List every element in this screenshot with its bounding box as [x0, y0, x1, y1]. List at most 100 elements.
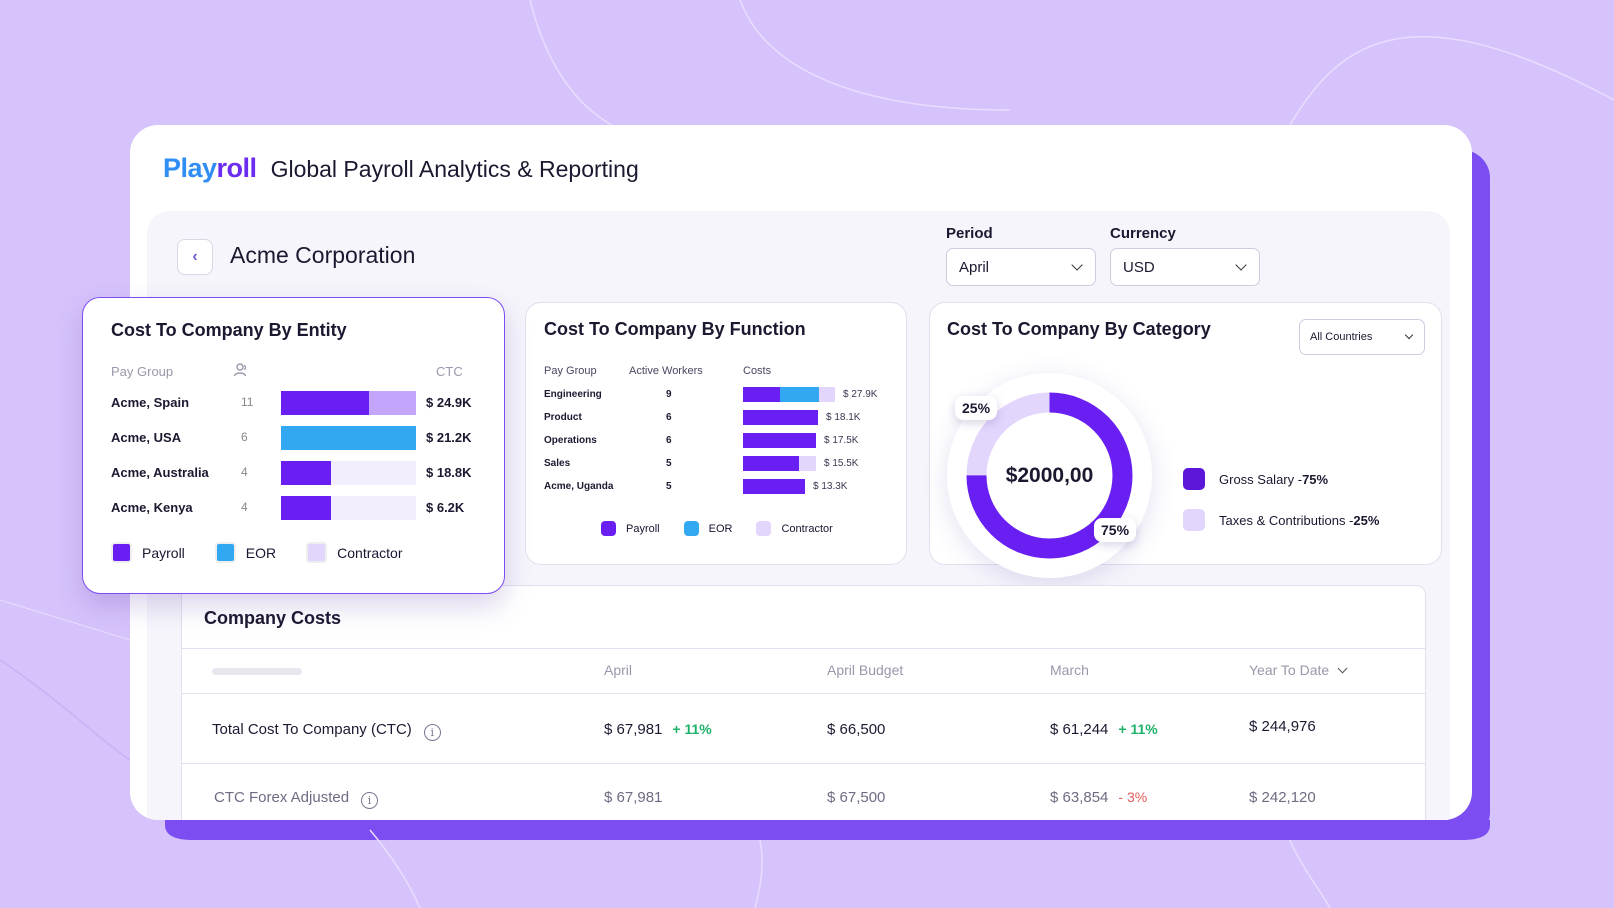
col-april-budget[interactable]: April Budget	[827, 662, 904, 678]
entity-name: Acme, Kenya	[111, 500, 193, 515]
function-row: Sales 5 $ 15.5K	[544, 454, 894, 474]
header: Playroll Global Payroll Analytics & Repo…	[163, 153, 639, 184]
function-bar	[743, 456, 837, 471]
entity-ctc: $ 18.8K	[426, 465, 472, 480]
bar-segment-payroll	[743, 387, 780, 402]
currency-select[interactable]: USD	[1110, 248, 1260, 286]
function-cost: $ 13.3K	[813, 481, 848, 492]
contractor-swatch	[306, 542, 328, 563]
function-card-title: Cost To Company By Function	[544, 319, 806, 339]
category-card-title: Cost To Company By Category	[947, 319, 1211, 339]
eor-swatch	[683, 521, 699, 536]
function-bar	[743, 479, 837, 494]
badge-taxes-pct: 25%	[955, 396, 998, 420]
cell-march: $ 61,244 + 11%	[1050, 721, 1158, 738]
eor-swatch	[214, 542, 236, 563]
bar-segment-payroll	[743, 433, 816, 448]
payroll-swatch	[111, 542, 132, 563]
info-icon[interactable]: i	[423, 724, 441, 741]
payroll-swatch	[601, 521, 616, 536]
back-button[interactable]: ‹	[177, 239, 213, 275]
row-label: Total Cost To Company (CTC) i	[212, 721, 441, 741]
function-workers: 5	[666, 458, 672, 469]
entity-card-title: Cost To Company By Entity	[111, 320, 347, 340]
col-year-to-date[interactable]: Year To Date	[1249, 662, 1348, 678]
table-header: April April Budget March Year To Date	[182, 648, 1425, 694]
col-pay-group: Pay Group	[544, 365, 597, 377]
chevron-down-icon	[1235, 259, 1247, 271]
entity-row: Acme, Australia 4 $ 18.8K	[111, 459, 481, 487]
bar-segment-payroll	[281, 391, 369, 415]
app-title: Global Payroll Analytics & Reporting	[270, 156, 639, 182]
bottom-background	[0, 820, 1614, 908]
placeholder-bar	[212, 668, 302, 675]
person-icon	[233, 362, 249, 381]
function-cost: $ 18.1K	[826, 412, 861, 423]
company-name: Acme Corporation	[230, 242, 416, 268]
cell-april: $ 67,981	[604, 789, 663, 806]
function-cost: $ 15.5K	[824, 458, 859, 469]
function-workers: 9	[666, 389, 672, 400]
countries-select[interactable]: All Countries	[1299, 319, 1425, 355]
company-costs-title: Company Costs	[204, 608, 342, 628]
entity-row: Acme, Kenya 4 $ 6.2K	[111, 494, 481, 522]
legend-item-eor: EOR	[683, 521, 732, 536]
function-cost: $ 27.9K	[843, 389, 878, 400]
donut-total: $2000,00	[1005, 463, 1094, 487]
function-workers: 6	[666, 435, 672, 446]
currency-value: USD	[1123, 258, 1155, 276]
entity-ctc: $ 21.2K	[426, 430, 472, 445]
cell-ytd: $ 242,120	[1249, 789, 1316, 806]
function-workers: 6	[666, 412, 672, 423]
cell-ytd: $ 244,976	[1249, 718, 1316, 735]
logo: Playroll	[163, 153, 257, 183]
col-april[interactable]: April	[604, 662, 633, 678]
delta-badge: + 11%	[672, 721, 712, 737]
bar-segment-payroll	[281, 461, 331, 485]
function-legend: Payroll EOR Contractor	[601, 521, 857, 536]
legend-item-taxes: Taxes & Contributions - 25%	[1183, 509, 1379, 531]
function-name: Engineering	[544, 389, 602, 400]
period-label: Period	[946, 225, 993, 242]
col-pay-group: Pay Group	[111, 364, 174, 379]
entity-bar	[281, 426, 416, 450]
function-cost-card: Cost To Company By Function Pay Group Ac…	[525, 302, 907, 565]
period-value: April	[959, 258, 990, 276]
function-bar	[743, 410, 837, 425]
bar-segment-payroll	[281, 496, 331, 520]
chevron-left-icon: ‹	[192, 248, 198, 265]
donut-svg	[966, 392, 1133, 559]
entity-name: Acme, Spain	[111, 395, 190, 410]
entity-name: Acme, Australia	[111, 465, 209, 480]
chevron-down-icon	[1337, 663, 1348, 674]
entity-bar	[281, 496, 416, 520]
countries-value: All Countries	[1310, 331, 1373, 343]
entity-bar	[281, 461, 416, 485]
taxes-swatch	[1183, 509, 1205, 531]
legend-item-payroll: Payroll	[601, 521, 660, 536]
entity-workers: 6	[241, 430, 248, 444]
col-costs: Costs	[743, 365, 772, 377]
cell-march: $ 63,854- 3%	[1050, 789, 1148, 806]
entity-row: Acme, USA 6 $ 21.2K	[111, 424, 481, 452]
entity-workers: 11	[241, 395, 254, 409]
chevron-down-icon	[1071, 259, 1083, 271]
currency-label: Currency	[1110, 225, 1176, 242]
delta-badge: - 3%	[1118, 789, 1148, 805]
legend-item-contractor: Contractor	[306, 542, 403, 563]
category-cost-card: Cost To Company By Category All Countrie…	[929, 302, 1442, 578]
entity-name: Acme, USA	[111, 430, 182, 445]
bar-segment-contractor	[819, 387, 835, 402]
function-name: Sales	[544, 458, 571, 469]
period-select[interactable]: April	[946, 248, 1096, 286]
col-march[interactable]: March	[1050, 662, 1089, 678]
table-row: Total Cost To Company (CTC) i $ 67,981 + 1…	[182, 696, 1425, 764]
row-label: CTC Forex Adjusted i	[214, 789, 379, 809]
contractor-swatch	[756, 521, 772, 536]
function-row: Engineering 9 $ 27.9K	[544, 385, 894, 405]
legend-item-gross-salary: Gross Salary - 75%	[1183, 468, 1328, 490]
bar-segment-contractor	[799, 456, 816, 471]
bar-segment-payroll	[743, 410, 818, 425]
info-icon[interactable]: i	[361, 792, 379, 809]
gross-salary-swatch	[1183, 468, 1205, 490]
